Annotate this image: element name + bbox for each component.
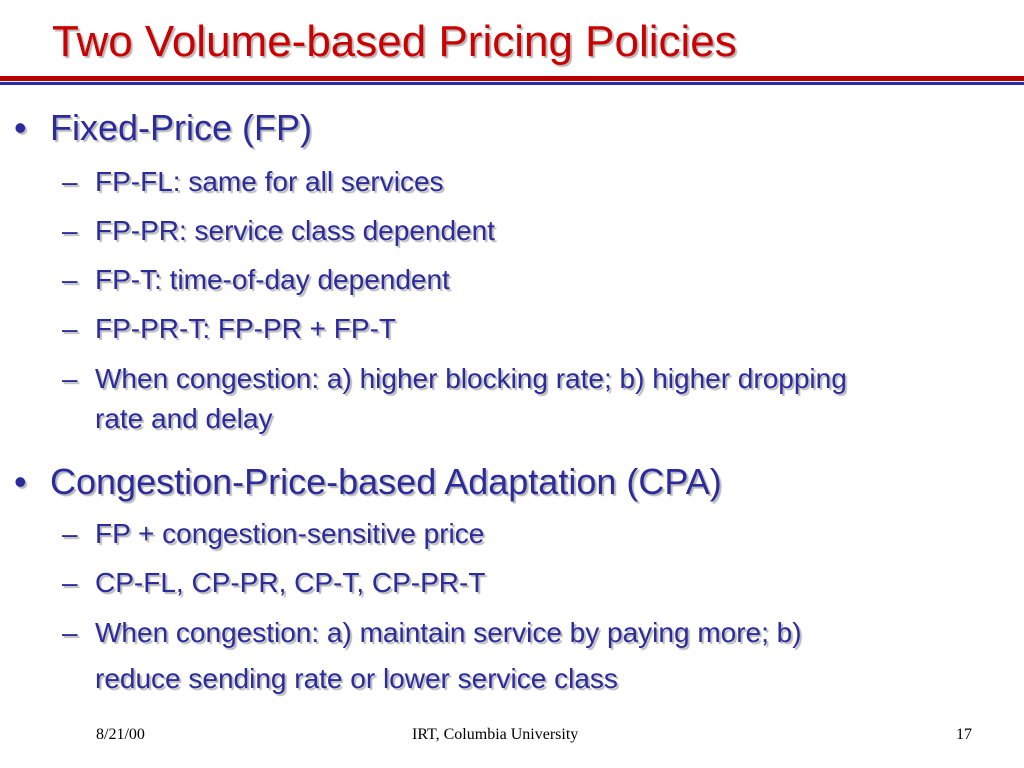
title-underline-red bbox=[0, 76, 1024, 81]
slide-title: Two Volume-based Pricing Policies bbox=[52, 17, 737, 66]
title-underline-blue bbox=[0, 82, 1024, 85]
sub-bullet-icon: – bbox=[62, 617, 78, 648]
section-heading-fixed-price: Fixed-Price (FP) bbox=[50, 107, 313, 148]
footer-date: 8/21/00 bbox=[96, 726, 145, 743]
footer-center-text: IRT, Columbia University bbox=[412, 726, 579, 743]
list-item: FP + congestion-sensitive price bbox=[95, 518, 485, 549]
list-item: CP-FL, CP-PR, CP-T, CP-PR-T bbox=[95, 567, 486, 598]
list-item: FP-FL: same for all services bbox=[95, 166, 444, 197]
section-heading-cpa: Congestion-Price-based Adaptation (CPA) bbox=[50, 461, 722, 502]
sub-bullet-icon: – bbox=[62, 363, 78, 394]
sub-bullet-icon: – bbox=[62, 166, 78, 197]
list-item: FP-PR: service class dependent bbox=[95, 215, 495, 246]
footer-page-number: 17 bbox=[956, 726, 972, 743]
list-item: When congestion: a) maintain service by … bbox=[95, 617, 802, 648]
list-item: FP-T: time-of-day dependent bbox=[95, 264, 450, 295]
list-item: FP-PR-T: FP-PR + FP-T bbox=[95, 313, 396, 344]
sub-bullet-icon: – bbox=[62, 518, 78, 549]
bullet-icon: • bbox=[14, 107, 27, 148]
sub-bullet-icon: – bbox=[62, 215, 78, 246]
list-item-continuation: reduce sending rate or lower service cla… bbox=[95, 663, 618, 694]
list-item: When congestion: a) higher blocking rate… bbox=[95, 363, 847, 394]
bullet-icon: • bbox=[14, 461, 27, 502]
sub-bullet-icon: – bbox=[62, 313, 78, 344]
sub-bullet-icon: – bbox=[62, 567, 78, 598]
list-item-continuation: rate and delay bbox=[95, 403, 273, 434]
sub-bullet-icon: – bbox=[62, 264, 78, 295]
